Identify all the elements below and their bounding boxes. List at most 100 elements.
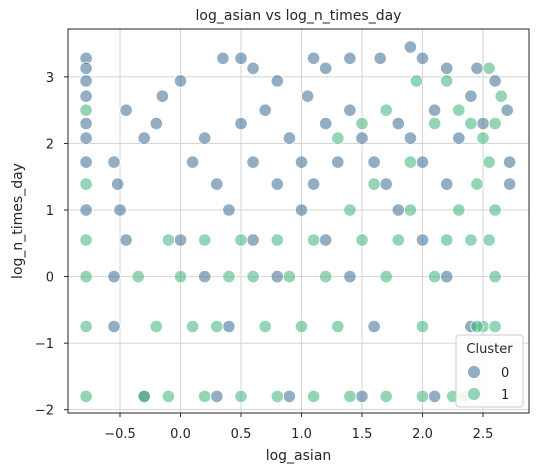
scatter-point-cluster-1 xyxy=(173,269,188,284)
scatter-point-cluster-1 xyxy=(246,269,260,284)
legend-title: Cluster xyxy=(466,342,513,357)
scatter-point-cluster-0 xyxy=(79,131,93,145)
scatter-point-cluster-0 xyxy=(319,61,333,75)
scatter-point-cluster-1 xyxy=(234,389,248,403)
scatter-point-cluster-0 xyxy=(79,61,93,75)
legend-marker-cluster-0 xyxy=(467,365,481,379)
scatter-point-cluster-0 xyxy=(198,131,212,145)
scatter-point-cluster-1 xyxy=(79,103,93,117)
scatter-point-cluster-0 xyxy=(294,203,309,217)
scatter-point-cluster-0 xyxy=(222,203,236,217)
scatter-point-cluster-0 xyxy=(355,131,369,145)
scatter-point-cluster-1 xyxy=(355,233,369,247)
scatter-point-cluster-1 xyxy=(482,155,496,169)
scatter-point-cluster-1 xyxy=(464,116,478,131)
scatter-point-cluster-1 xyxy=(440,233,454,247)
x-tick-label: 0.0 xyxy=(170,427,191,442)
y-tick-label: 3 xyxy=(46,71,54,86)
y-tick-label: 2 xyxy=(46,137,54,152)
scatter-point-cluster-0 xyxy=(415,155,430,169)
scatter-point-cluster-1 xyxy=(198,389,212,403)
scatter-point-cluster-0 xyxy=(79,203,93,217)
scatter-point-cluster-1 xyxy=(331,131,345,145)
scatter-point-cluster-0 xyxy=(79,116,93,131)
scatter-point-cluster-1 xyxy=(222,269,236,284)
y-tick-label: 0 xyxy=(46,271,54,286)
scatter-point-cluster-0 xyxy=(391,203,405,217)
scatter-point-cluster-0 xyxy=(216,51,230,65)
scatter-point-cluster-0 xyxy=(270,177,284,191)
scatter-point-cluster-1 xyxy=(415,389,430,403)
scatter-point-cluster-1 xyxy=(427,269,442,284)
scatter-point-cluster-0 xyxy=(119,103,133,117)
scatter-point-cluster-1 xyxy=(198,233,212,247)
scatter-point-cluster-0 xyxy=(210,177,224,191)
scatter-point-cluster-1 xyxy=(137,389,151,403)
scatter-point-cluster-1 xyxy=(403,203,417,217)
scatter-point-cluster-1 xyxy=(343,203,357,217)
x-tick-label: 1.0 xyxy=(291,427,312,442)
scatter-point-cluster-1 xyxy=(482,61,496,75)
scatter-point-cluster-0 xyxy=(234,116,248,131)
scatter-point-cluster-1 xyxy=(79,269,93,284)
scatter-point-cluster-1 xyxy=(470,177,484,191)
scatter-point-cluster-0 xyxy=(306,51,321,65)
x-tick-label: −0.5 xyxy=(104,427,136,442)
scatter-point-cluster-0 xyxy=(137,131,151,145)
scatter-point-cluster-0 xyxy=(343,269,357,284)
scatter-point-cluster-1 xyxy=(452,203,466,217)
scatter-point-cluster-0 xyxy=(119,233,133,247)
scatter-point-cluster-0 xyxy=(476,116,490,131)
scatter-point-cluster-1 xyxy=(258,319,272,334)
legend-marker-cluster-1 xyxy=(467,387,481,401)
scatter-point-cluster-1 xyxy=(488,203,502,217)
scatter-point-cluster-0 xyxy=(373,51,387,65)
plot-frame xyxy=(67,28,530,414)
scatter-point-cluster-0 xyxy=(452,131,466,145)
scatter-point-cluster-0 xyxy=(270,269,284,284)
scatter-point-cluster-0 xyxy=(210,389,224,403)
scatter-point-cluster-0 xyxy=(367,155,381,169)
scatter-point-cluster-0 xyxy=(343,103,357,117)
scatter-point-cluster-0 xyxy=(403,131,417,145)
scatter-point-cluster-1 xyxy=(79,177,93,191)
scatter-point-cluster-1 xyxy=(482,233,496,247)
scatter-point-cluster-1 xyxy=(391,233,405,247)
scatter-point-cluster-1 xyxy=(161,389,175,403)
scatter-point-cluster-0 xyxy=(270,74,284,88)
scatter-point-cluster-0 xyxy=(186,155,200,169)
x-tick-label: 1.5 xyxy=(352,427,373,442)
scatter-point-cluster-0 xyxy=(79,74,93,88)
scatter-point-cluster-0 xyxy=(258,103,272,117)
scatter-point-cluster-1 xyxy=(415,319,430,334)
scatter-point-cluster-0 xyxy=(282,131,296,145)
scatter-point-cluster-0 xyxy=(440,61,454,75)
scatter-point-cluster-1 xyxy=(379,103,393,117)
scatter-point-cluster-1 xyxy=(149,319,163,334)
scatter-point-cluster-1 xyxy=(79,233,93,247)
scatter-point-cluster-0 xyxy=(222,319,236,334)
scatter-point-cluster-0 xyxy=(246,61,260,75)
scatter-point-cluster-1 xyxy=(270,389,284,403)
scatter-point-cluster-1 xyxy=(409,74,424,88)
scatter-point-cluster-1 xyxy=(355,116,369,131)
scatter-point-cluster-1 xyxy=(440,74,454,88)
tick-labels: −0.5 0.0 0.5 1.0 1.5 2.0 2.5 −2 −1 0 1 2 3 xyxy=(35,71,494,442)
scatter-point-cluster-1 xyxy=(79,319,93,334)
scatter-point-cluster-1 xyxy=(306,389,321,403)
scatter-point-cluster-0 xyxy=(367,319,381,334)
scatter-point-cluster-0 xyxy=(470,61,484,75)
scatter-point-cluster-0 xyxy=(391,116,405,131)
scatter-point-cluster-1 xyxy=(294,319,309,334)
scatter-points xyxy=(79,40,517,403)
scatter-point-cluster-0 xyxy=(173,74,188,88)
scatter-point-cluster-0 xyxy=(149,116,163,131)
scatter-point-cluster-0 xyxy=(502,155,517,169)
scatter-point-cluster-0 xyxy=(113,203,127,217)
scatter-point-cluster-0 xyxy=(173,233,188,247)
scatter-point-cluster-1 xyxy=(379,269,393,284)
x-tick-label: 2.5 xyxy=(473,427,494,442)
scatter-point-cluster-0 xyxy=(294,155,309,169)
